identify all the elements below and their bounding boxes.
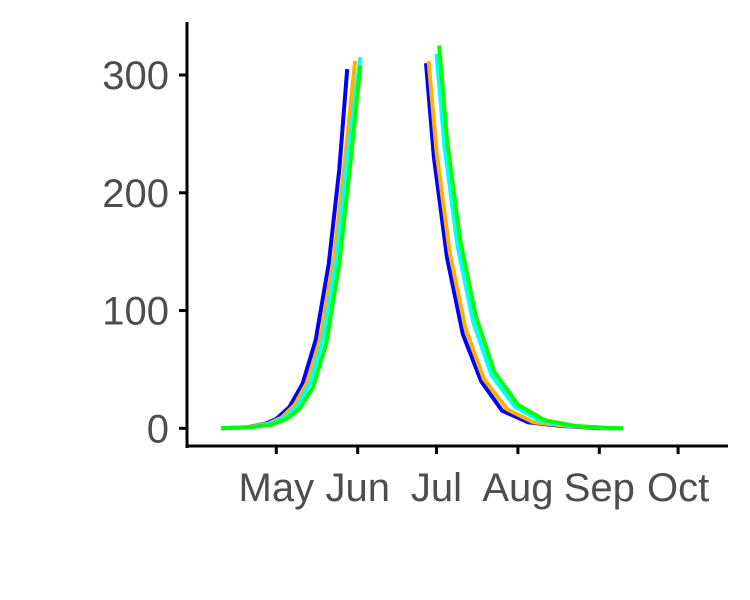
y-axis: 0 100 200 300 bbox=[102, 54, 187, 451]
series-segment bbox=[221, 60, 358, 431]
x-axis: May Jun Jul Aug Sep Oct bbox=[239, 446, 709, 510]
series-line bbox=[221, 63, 621, 431]
x-tick-label: May bbox=[239, 466, 315, 510]
y-tick-label: 300 bbox=[102, 54, 169, 98]
x-tick-label: Jun bbox=[325, 466, 390, 510]
series-line bbox=[221, 53, 623, 431]
series-line bbox=[221, 45, 623, 431]
series-segment bbox=[221, 68, 350, 431]
series-segment bbox=[221, 57, 363, 431]
series-segment bbox=[424, 63, 621, 431]
x-tick-label: Oct bbox=[647, 466, 709, 510]
x-tick-label: Aug bbox=[482, 466, 553, 510]
y-tick-label: 200 bbox=[102, 172, 169, 216]
x-tick-label: Jul bbox=[411, 466, 462, 510]
series-layer bbox=[221, 45, 623, 431]
y-tick-label: 100 bbox=[102, 290, 169, 334]
x-tick-label: Sep bbox=[564, 466, 635, 510]
y-tick-label: 0 bbox=[147, 407, 169, 451]
series-segment bbox=[221, 65, 363, 431]
series-line bbox=[221, 60, 621, 431]
series-segment bbox=[434, 53, 623, 431]
series-segment bbox=[437, 45, 623, 431]
